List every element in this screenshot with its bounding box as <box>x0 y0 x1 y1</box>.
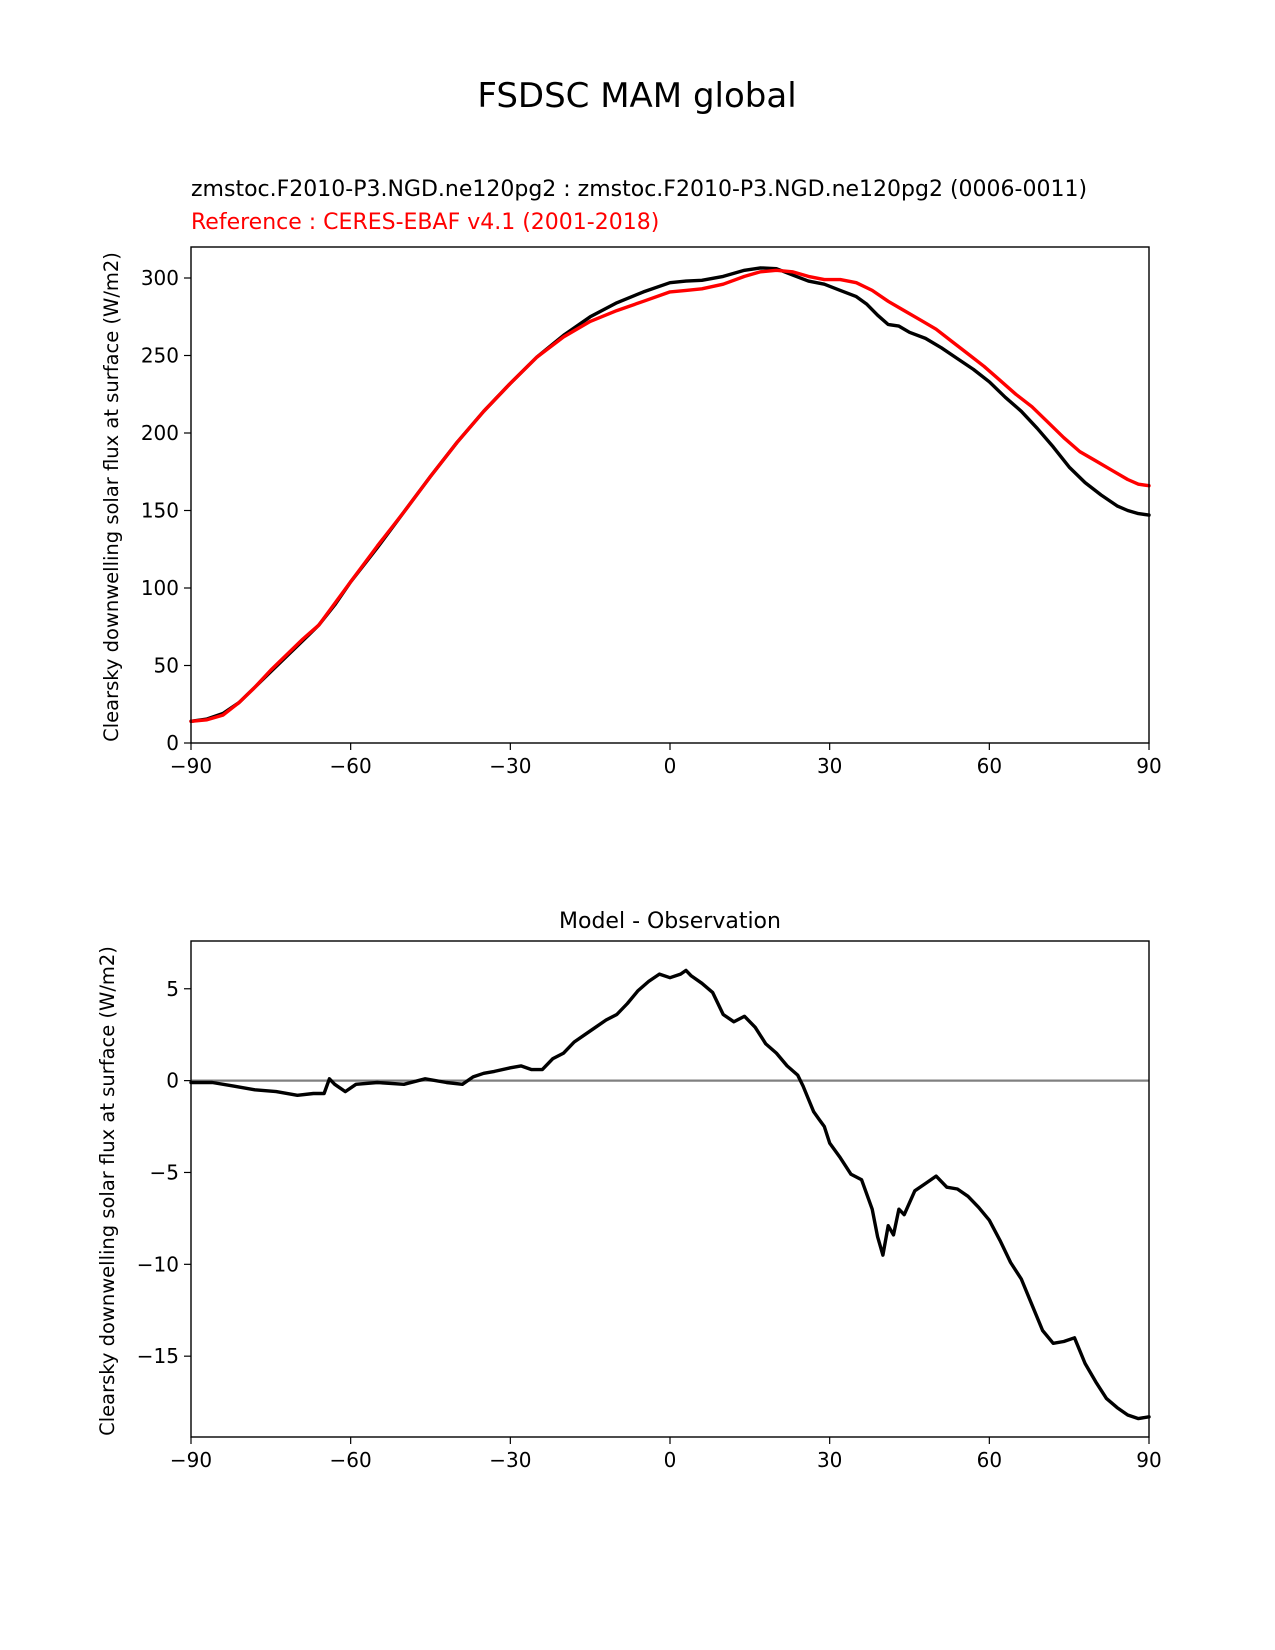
reference-title: Reference : CERES-EBAF v4.1 (2001-2018) <box>191 210 659 235</box>
bottom-y-axis-label: Clearsky downwelling solar flux at surfa… <box>96 946 119 1436</box>
bottom-x-tick-label: 0 <box>664 1448 677 1472</box>
bottom-x-tick-label: −60 <box>330 1448 372 1472</box>
top-y-tick-label: 200 <box>141 421 179 445</box>
bottom-x-tick-label: −30 <box>489 1448 531 1472</box>
top-x-tick-label: −90 <box>170 754 212 778</box>
bottom-y-tick-label: −15 <box>137 1344 179 1368</box>
bottom-x-tick-label: 90 <box>1136 1448 1161 1472</box>
top-axes-frame <box>190 246 1150 744</box>
bottom-y-tick-label: −5 <box>150 1160 179 1184</box>
top-x-tick-label: 60 <box>977 754 1002 778</box>
top-x-tick-label: −60 <box>330 754 372 778</box>
top-y-tick-label: 300 <box>141 266 179 290</box>
difference-title: Model - Observation <box>559 909 781 934</box>
top-panel: zmstoc.F2010-P3.NGD.ne120pg2 : zmstoc.F2… <box>100 177 1162 778</box>
bottom-plot-area: −90 −60 −30 0 30 60 90 5 0 −5 −10 −15 <box>137 968 1162 1472</box>
bottom-panel: Model - Observation Clearsky downwelling… <box>96 909 1162 1472</box>
top-y-tick-label: 0 <box>166 731 179 755</box>
bottom-y-tick-label: 0 <box>166 1069 179 1093</box>
figure-title: FSDSC MAM global <box>477 76 796 116</box>
top-x-tick-label: −30 <box>489 754 531 778</box>
difference-series-line <box>189 968 1151 1421</box>
top-y-tick-label: 100 <box>141 576 179 600</box>
bottom-y-tick-label: −10 <box>137 1252 179 1276</box>
top-y-axis-label: Clearsky downwelling solar flux at surfa… <box>100 252 123 742</box>
top-y-tick-label: 250 <box>141 344 179 368</box>
test-case-title: zmstoc.F2010-P3.NGD.ne120pg2 : zmstoc.F2… <box>191 177 1087 202</box>
reference-series-line <box>189 268 1151 723</box>
top-y-tick-label: 50 <box>154 654 179 678</box>
top-x-tick-label: 30 <box>817 754 842 778</box>
top-y-tick-label: 150 <box>141 499 179 523</box>
bottom-y-tick-label: 5 <box>166 977 179 1001</box>
top-x-tick-label: 90 <box>1136 754 1161 778</box>
top-x-tick-label: 0 <box>664 754 677 778</box>
bottom-x-tick-label: 60 <box>977 1448 1002 1472</box>
bottom-x-tick-label: −90 <box>170 1448 212 1472</box>
top-plot-area: −90 −60 −30 0 30 60 90 0 50 100 150 200 250 300 <box>141 266 1162 778</box>
bottom-x-tick-label: 30 <box>817 1448 842 1472</box>
bottom-axes-frame <box>190 940 1150 1438</box>
